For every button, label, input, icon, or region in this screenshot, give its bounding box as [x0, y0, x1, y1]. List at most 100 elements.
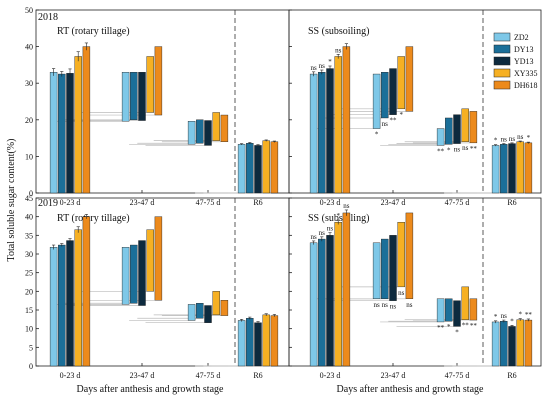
p4-bar-dh618-2: [469, 298, 478, 321]
p4-sig-label: ns: [327, 225, 334, 233]
legend-swatch-xy335: [493, 68, 511, 78]
p4-sig-label: *: [447, 323, 451, 331]
p2-bar-yd13-0: [326, 68, 334, 194]
p2-bar-xy335-1: [397, 56, 405, 110]
p4-frame: [288, 197, 542, 367]
p2-bar-yd13-2: [453, 114, 461, 144]
y-axis-title: Total soluble sugar content(%): [6, 139, 17, 262]
p1-bar-zd2-0: [49, 72, 58, 194]
legend-label-dh618: DH618: [514, 81, 538, 90]
p4-sig-label: ns: [319, 229, 326, 237]
p2-sig-label: *: [328, 58, 332, 66]
p2-bar-xy335-0: [334, 56, 342, 194]
p2-bar-zd2-1: [372, 73, 381, 129]
p1-ytick-label: 50: [25, 6, 33, 15]
p3-bar-zd2-0: [49, 247, 58, 367]
p4-bar-zd2-3: [491, 321, 500, 367]
p3-ytick-label: 15: [25, 306, 33, 315]
p3-bar-dh618-0: [82, 216, 91, 367]
rt-title-2018: RT (rotary tillage): [57, 26, 130, 37]
p2-xtick-label: 23-47 d: [381, 198, 406, 207]
p3-ytick-label: 10: [25, 325, 33, 334]
p1-bar-dh618-0: [82, 46, 91, 194]
p2-bar-dh618-0: [342, 46, 351, 194]
p3-bar-dy13-1: [130, 244, 138, 304]
p4-bar-xy335-0: [334, 222, 342, 367]
p3-bar-dy13-3: [246, 318, 254, 367]
p3-bar-xy335-3: [262, 314, 270, 367]
legend-label-dy13: DY13: [514, 45, 534, 54]
p4-sig-label: *: [518, 311, 522, 319]
p3-bar-yd13-0: [66, 240, 74, 367]
p2-sig-label: *: [399, 111, 403, 119]
p1-xtick-label: 23-47 d: [130, 198, 155, 207]
p2-sig-label: **: [470, 145, 478, 153]
ss-title-2018: SS (subsoiling): [308, 26, 369, 37]
p2-bar-yd13-3: [508, 143, 516, 194]
p4-xtick-label: 47-75 d: [445, 371, 470, 380]
p2-bar-dy13-3: [500, 144, 508, 194]
p1-xtick-label: 47-75 d: [196, 198, 221, 207]
p4-bar-dy13-3: [500, 321, 508, 367]
p3-ytick-label: 25: [25, 269, 33, 278]
p2-sig-label: ns: [501, 136, 508, 144]
p4-bar-dy13-0: [318, 238, 326, 367]
p4-bar-zd2-1: [372, 242, 381, 300]
p4-sig-label: *: [455, 328, 459, 336]
p4-bar-dy13-1: [381, 238, 389, 299]
p2-sig-label: ns: [462, 144, 469, 152]
p4-sig-label: *: [494, 313, 498, 321]
p3-bar-dy13-2: [196, 303, 204, 319]
p1-bar-zd2-1: [121, 72, 130, 122]
p2-sig-label: ns: [382, 120, 389, 128]
p3-bar-xy335-1: [146, 229, 154, 292]
p1-bar-dh618-3: [270, 141, 279, 194]
p3-ytick-label: 35: [25, 231, 33, 240]
p2-bar-dh618-3: [524, 142, 533, 194]
p4-sig-label: ns: [373, 301, 380, 309]
p1-xtick-label: 0-23 d: [60, 198, 81, 207]
legend-label-yd13: YD13: [514, 57, 534, 66]
p4-bar-yd13-3: [508, 326, 516, 367]
p1-bar-yd13-2: [204, 120, 212, 146]
p3-ytick-label: 5: [29, 343, 33, 352]
p2-xtick-label: 47-75 d: [445, 198, 470, 207]
p3-ytick-label: 40: [25, 213, 33, 222]
p2-bar-dy13-0: [318, 72, 326, 194]
p2-sig-label: ns: [509, 135, 516, 143]
p1-bar-xy335-3: [262, 140, 270, 194]
p1-ytick-label: 0: [29, 189, 33, 198]
x-axis-title-left: Days after anthesis and growth stage: [77, 384, 224, 395]
p3-bar-yd13-2: [204, 305, 212, 323]
p1-ytick-label: 10: [25, 152, 33, 161]
p4-sig-label: *: [510, 317, 514, 325]
p1-bar-xy335-1: [146, 56, 154, 113]
p1-bar-dh618-2: [220, 114, 229, 142]
p2-xtick-label: R6: [507, 198, 516, 207]
p3-bar-xy335-2: [212, 291, 220, 316]
p3-xtick-label: R6: [253, 371, 262, 380]
p3-ytick-label: 20: [25, 287, 33, 296]
p1-bar-dy13-3: [246, 143, 254, 194]
p1-bar-zd2-3: [237, 144, 246, 194]
p2-bar-dh618-1: [405, 46, 414, 112]
p3-bar-zd2-2: [187, 304, 196, 321]
p1-ytick-label: 30: [25, 79, 33, 88]
legend-swatch-yd13: [493, 56, 511, 66]
p4-sig-label: **: [470, 322, 478, 330]
p2-bar-yd13-1: [389, 68, 397, 115]
p2-sig-label: ns: [319, 62, 326, 70]
p4-sig-label: ns: [310, 233, 317, 241]
p4-sig-label: ns: [343, 202, 350, 210]
p4-xtick-label: 23-47 d: [381, 371, 406, 380]
p2-sig-label: *: [527, 134, 531, 142]
legend-label-xy335: XY335: [514, 69, 538, 78]
year-label-2019: 2019: [38, 198, 58, 209]
p2-sig-label: ns: [310, 64, 317, 72]
p1-bar-xy335-0: [74, 56, 82, 194]
p2-sig-label: **: [390, 117, 398, 125]
p4-bar-dy13-2: [445, 298, 453, 322]
p3-xtick-label: 47-75 d: [196, 371, 221, 380]
p3-bar-dh618-3: [270, 315, 279, 367]
